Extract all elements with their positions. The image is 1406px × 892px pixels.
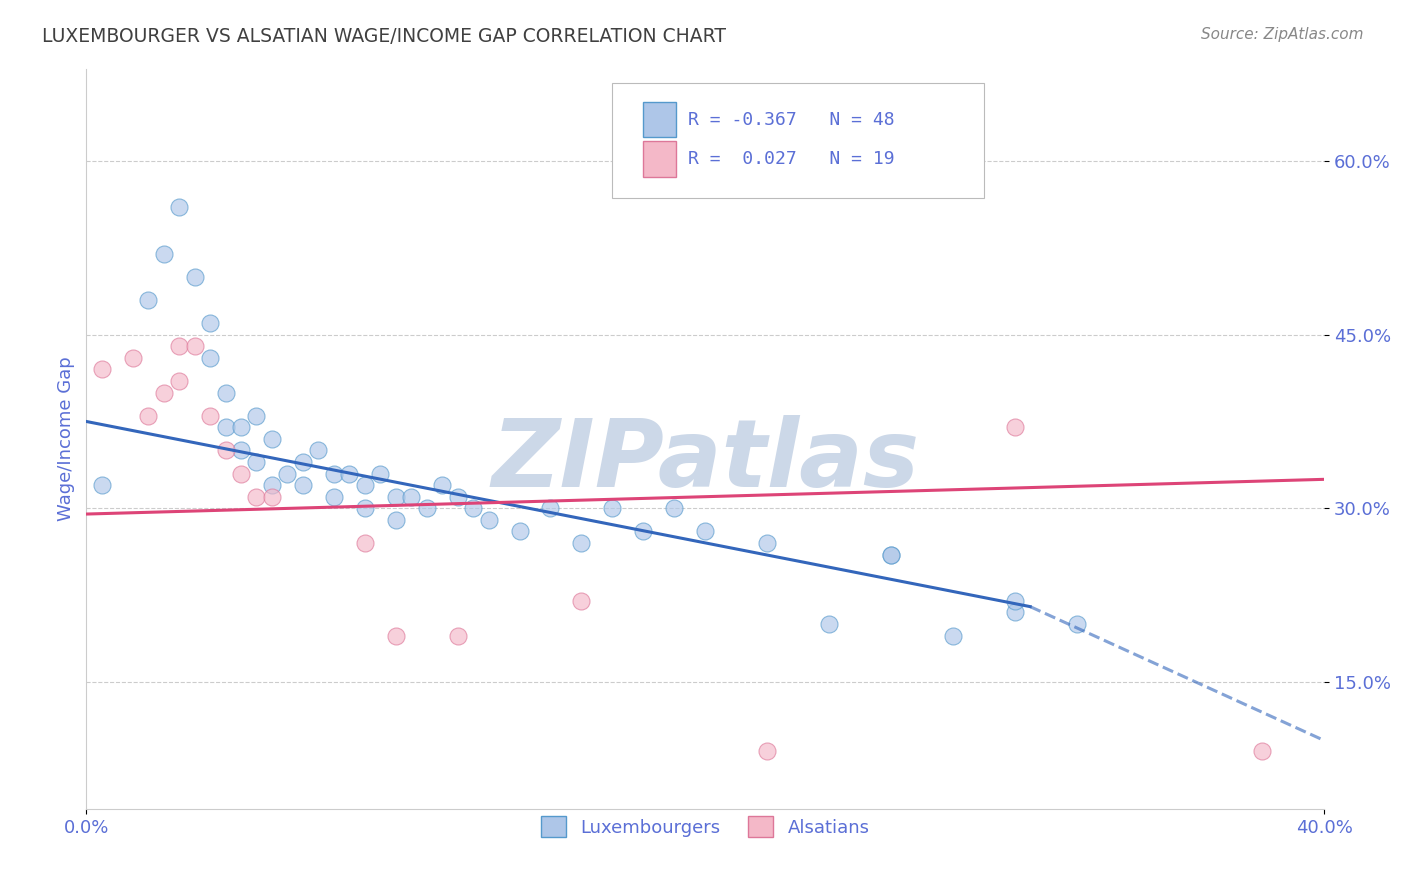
Point — [214, 420, 236, 434]
Point — [1004, 606, 1026, 620]
Point — [818, 617, 841, 632]
Point — [260, 478, 283, 492]
Point — [1251, 744, 1274, 758]
Point — [136, 293, 159, 307]
Point — [756, 536, 779, 550]
Point — [214, 443, 236, 458]
Point — [540, 501, 562, 516]
Point — [229, 420, 252, 434]
Point — [167, 374, 190, 388]
Point — [260, 432, 283, 446]
Point — [291, 455, 314, 469]
Point — [245, 490, 267, 504]
Point — [167, 339, 190, 353]
Point — [633, 524, 655, 539]
Point — [152, 385, 174, 400]
Point — [183, 339, 205, 353]
Point — [136, 409, 159, 423]
Point — [571, 536, 593, 550]
Point — [384, 513, 406, 527]
Point — [446, 490, 468, 504]
Legend: Luxembourgers, Alsatians: Luxembourgers, Alsatians — [534, 809, 877, 845]
Point — [463, 501, 485, 516]
Point — [198, 351, 221, 365]
Point — [337, 467, 360, 481]
Point — [90, 478, 112, 492]
Point — [276, 467, 298, 481]
Point — [478, 513, 501, 527]
Point — [415, 501, 437, 516]
Point — [384, 490, 406, 504]
Point — [167, 200, 190, 214]
Text: R = -0.367   N = 48: R = -0.367 N = 48 — [688, 111, 894, 128]
Point — [198, 316, 221, 330]
Point — [307, 443, 329, 458]
Point — [880, 548, 903, 562]
Bar — [644, 102, 675, 137]
Point — [664, 501, 686, 516]
Point — [571, 594, 593, 608]
Point — [121, 351, 143, 365]
Y-axis label: Wage/Income Gap: Wage/Income Gap — [58, 357, 75, 521]
Point — [942, 629, 965, 643]
Point — [353, 478, 375, 492]
Point — [1004, 594, 1026, 608]
Point — [368, 467, 391, 481]
Point — [509, 524, 531, 539]
Point — [602, 501, 624, 516]
Point — [384, 629, 406, 643]
Point — [229, 467, 252, 481]
Text: ZIPatlas: ZIPatlas — [491, 415, 920, 507]
Point — [446, 629, 468, 643]
Point — [322, 467, 344, 481]
Point — [214, 385, 236, 400]
Point — [291, 478, 314, 492]
Text: Source: ZipAtlas.com: Source: ZipAtlas.com — [1201, 27, 1364, 42]
Point — [260, 490, 283, 504]
Text: LUXEMBOURGER VS ALSATIAN WAGE/INCOME GAP CORRELATION CHART: LUXEMBOURGER VS ALSATIAN WAGE/INCOME GAP… — [42, 27, 725, 45]
Point — [756, 744, 779, 758]
Point — [1004, 420, 1026, 434]
Point — [183, 269, 205, 284]
Point — [229, 443, 252, 458]
Point — [399, 490, 422, 504]
Point — [245, 409, 267, 423]
Point — [245, 455, 267, 469]
Point — [198, 409, 221, 423]
Point — [430, 478, 453, 492]
Point — [90, 362, 112, 376]
Point — [1066, 617, 1088, 632]
Bar — [644, 141, 675, 177]
FancyBboxPatch shape — [613, 83, 984, 198]
Point — [322, 490, 344, 504]
Point — [353, 536, 375, 550]
Text: R =  0.027   N = 19: R = 0.027 N = 19 — [688, 150, 894, 168]
Point — [152, 246, 174, 260]
Point — [880, 548, 903, 562]
Point — [353, 501, 375, 516]
Point — [695, 524, 717, 539]
